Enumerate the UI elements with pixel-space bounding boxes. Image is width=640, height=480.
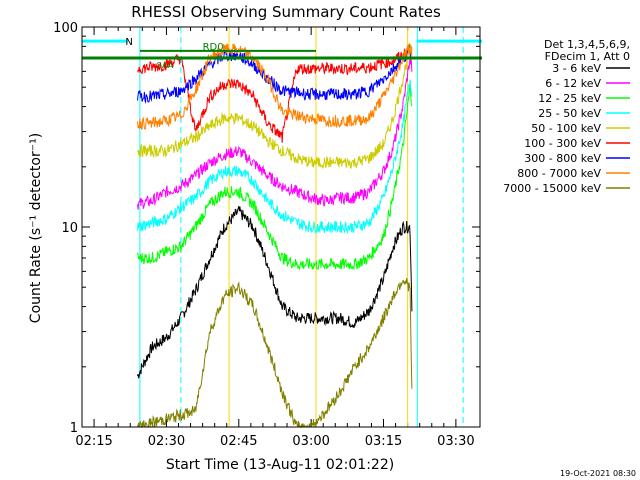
series-line xyxy=(137,42,413,169)
x-tick-label: 03:30 xyxy=(437,434,474,449)
saa-flag-label: SAA xyxy=(157,61,174,70)
legend-label: 300 - 800 keV xyxy=(524,152,601,165)
x-tick-label: 02:30 xyxy=(148,434,185,449)
legend-label: 7000 - 15000 keV xyxy=(503,182,601,195)
rd-flag-label: RD0 xyxy=(203,42,224,53)
x-tick-label: 02:45 xyxy=(220,434,257,449)
series-line xyxy=(137,85,413,271)
legend-label: 100 - 300 keV xyxy=(524,137,601,150)
series-line xyxy=(137,79,413,234)
y-tick-label: 100 xyxy=(53,21,78,36)
legend-label: 800 - 7000 keV xyxy=(517,167,601,180)
x-axis-label: Start Time (13-Aug-11 02:01:22) xyxy=(166,457,394,473)
series-line xyxy=(137,54,413,210)
series-line xyxy=(137,44,413,104)
timestamp: 19-Oct-2021 08:30 xyxy=(560,469,636,478)
legend-label: 50 - 100 keV xyxy=(531,122,601,135)
legend-label: 12 - 25 keV xyxy=(538,92,601,105)
x-tick-label: 03:15 xyxy=(365,434,402,449)
legend-header: Det 1,3,4,5,6,9, xyxy=(544,38,630,51)
n-flag-label: N xyxy=(125,37,132,48)
legend-label: 25 - 50 keV xyxy=(538,107,601,120)
series-line xyxy=(137,43,413,130)
chart-title: RHESSI Observing Summary Count Rates xyxy=(131,3,441,21)
series-line xyxy=(137,278,413,429)
series-line xyxy=(137,43,413,143)
y-tick-label: 10 xyxy=(61,221,78,236)
legend-label: 6 - 12 keV xyxy=(545,77,601,90)
y-axis-label: Count Rate (s⁻¹ detector⁻¹) xyxy=(28,133,44,323)
x-tick-label: 03:00 xyxy=(292,434,329,449)
plot-frame xyxy=(81,26,481,428)
series-line xyxy=(137,206,413,379)
y-tick-label: 1 xyxy=(70,421,78,436)
x-tick-label: 02:15 xyxy=(75,434,112,449)
legend-label: 3 - 6 keV xyxy=(552,62,601,75)
legend-header: FDecim 1, Att 0 xyxy=(545,50,630,63)
